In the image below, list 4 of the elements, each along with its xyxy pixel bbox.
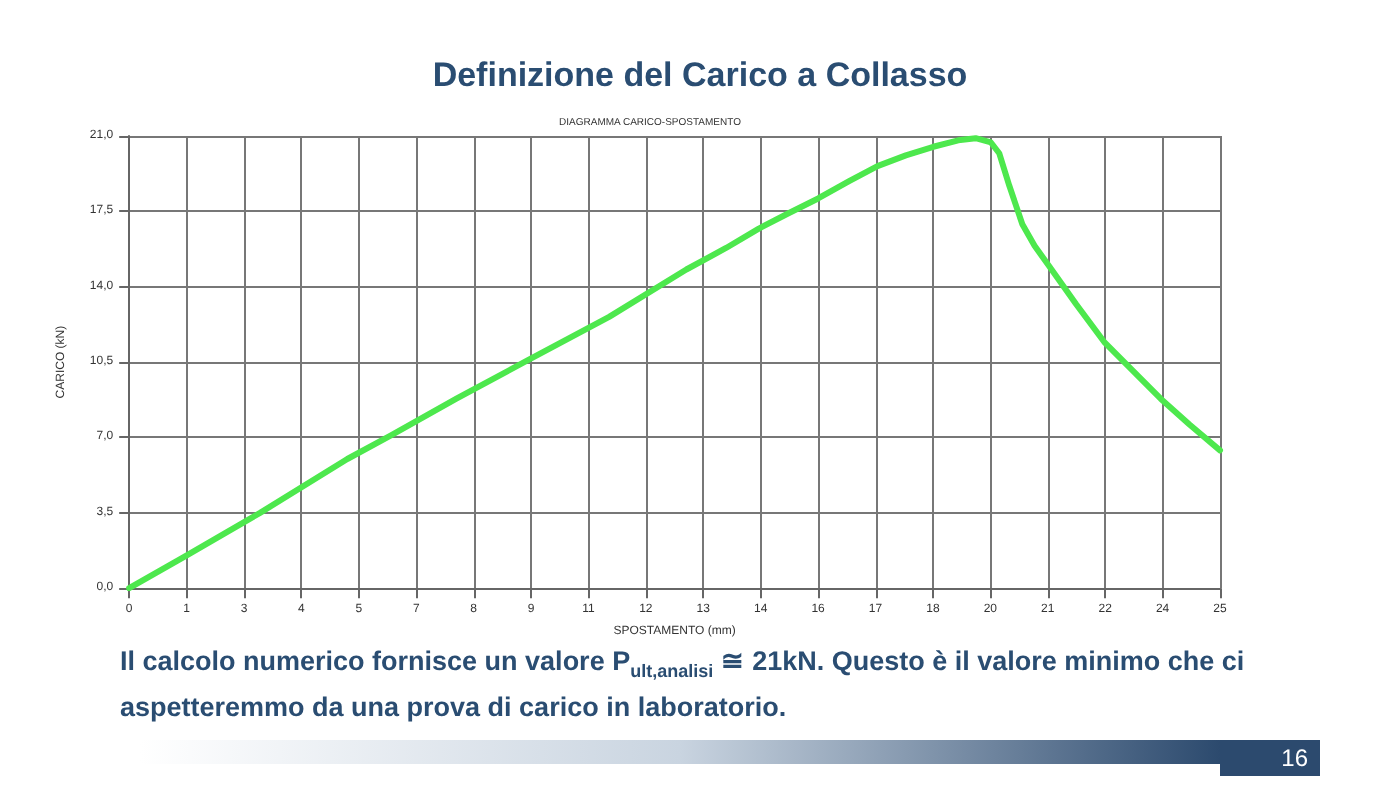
text: 16 [1220, 740, 1320, 776]
text: Il calcolo numerico fornisce un valore P$_{ult,analisi}$ ≅ 21kN. Questo è il valore minimo che ci aspetteremmo da una prova di carico in laboratorio. [120, 644, 1247, 726]
chart-title: Definizione del Carico a Collasso [430, 56, 970, 96]
line-series [126, 135, 1223, 592]
